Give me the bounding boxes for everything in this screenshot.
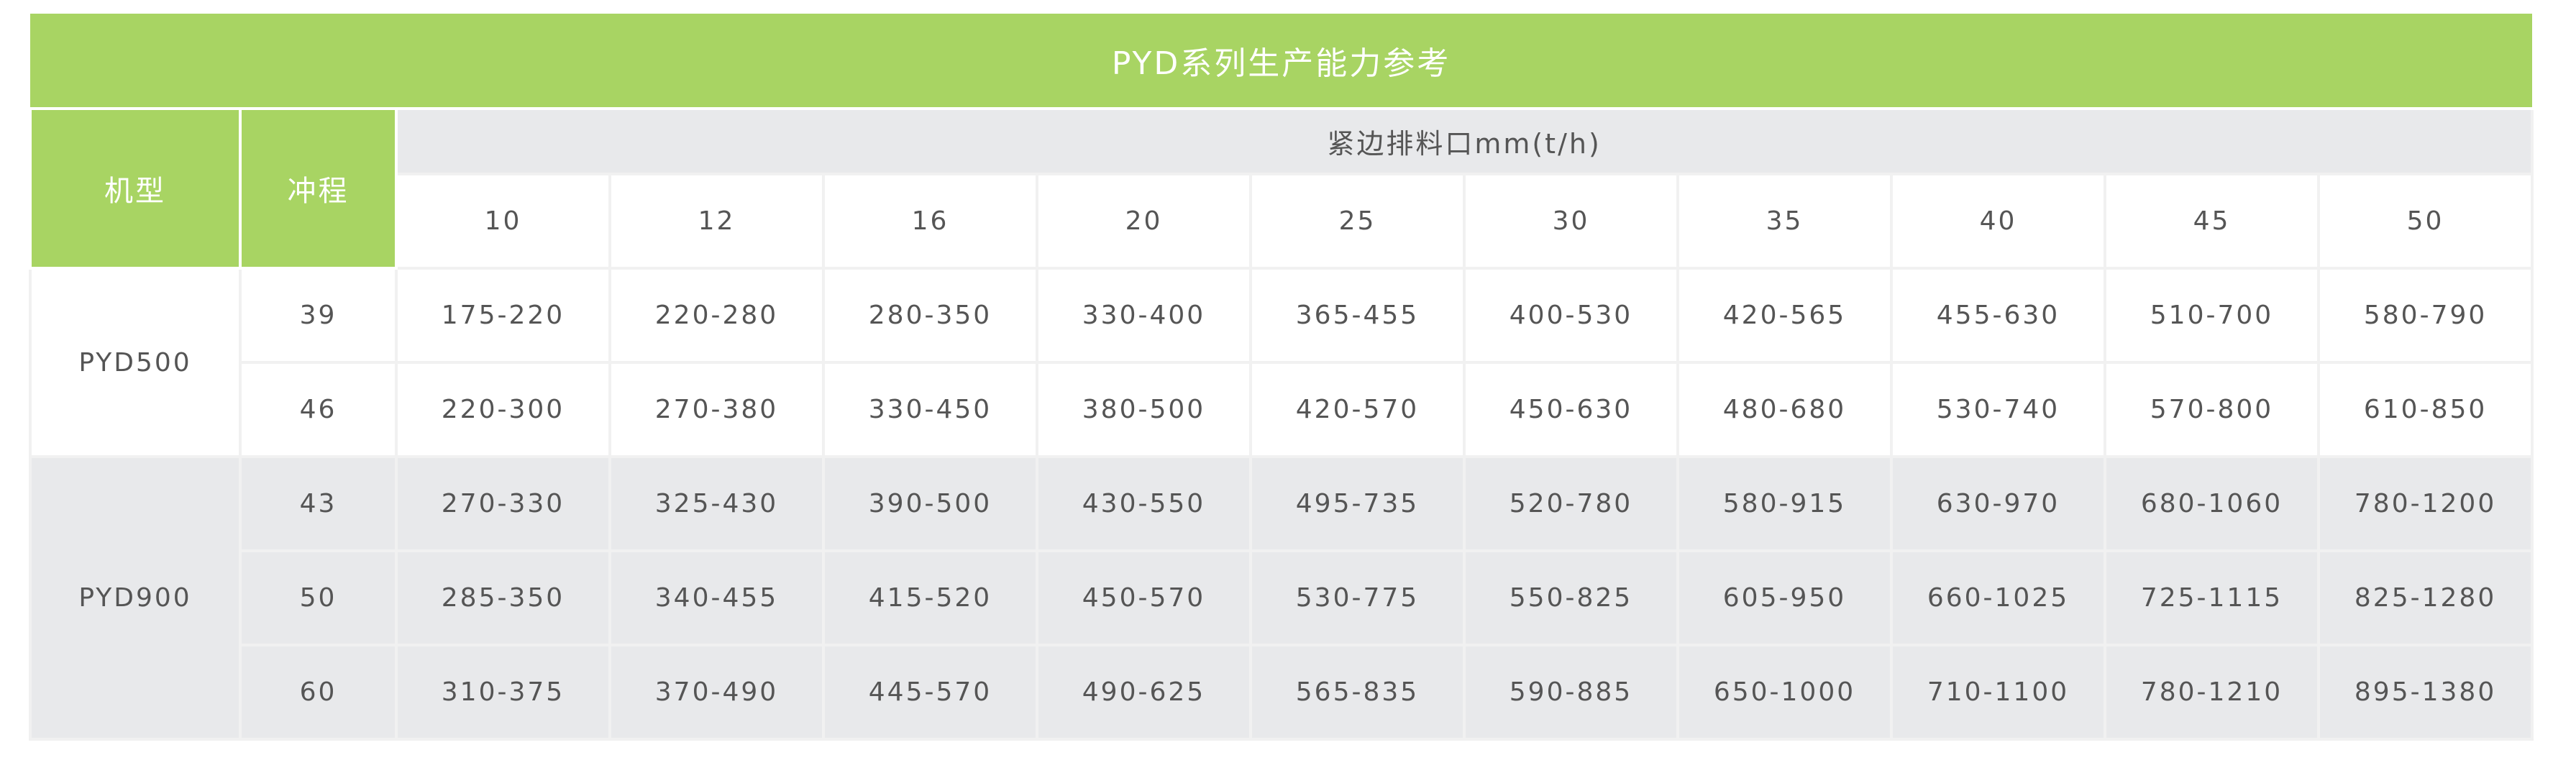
capacity-cell: 420-565 xyxy=(1676,267,1893,364)
header-model: 机型 xyxy=(29,107,242,270)
table-row: PYD900 43 270-330 325-430 390-500 430-550 495-… xyxy=(29,455,2534,741)
capacity-cell: 430-550 xyxy=(1036,455,1252,552)
header-stroke: 冲程 xyxy=(239,107,398,270)
capacity-cell: 420-570 xyxy=(1249,361,1466,458)
capacity-cell: 400-530 xyxy=(1463,267,1679,364)
capacity-cell: 380-500 xyxy=(1036,361,1252,458)
capacity-cell: 610-850 xyxy=(2316,361,2534,458)
capacity-cell: 580-915 xyxy=(1676,455,1893,552)
size-header-cell: 12 xyxy=(608,173,825,270)
model-cell: PYD500 xyxy=(29,267,242,458)
size-header-row: 10 12 16 20 25 30 35 40 45 50 xyxy=(30,173,2534,270)
capacity-cell: 390-500 xyxy=(822,455,1038,552)
stroke-cell: 46 xyxy=(239,361,398,458)
size-header-cell: 35 xyxy=(1676,173,1893,270)
capacity-cell: 340-455 xyxy=(608,549,825,646)
capacity-cell: 530-775 xyxy=(1249,549,1466,646)
capacity-cell: 220-300 xyxy=(395,361,611,458)
capacity-cell: 330-450 xyxy=(822,361,1038,458)
capacity-cell: 445-570 xyxy=(822,644,1038,741)
capacity-cell: 270-330 xyxy=(395,455,611,552)
table-row: 46 220-300 270-380 330-450 380-500 420-570 450… xyxy=(30,361,2534,458)
capacity-cell: 550-825 xyxy=(1463,549,1679,646)
capacity-cell: 415-520 xyxy=(822,549,1038,646)
capacity-cell: 370-490 xyxy=(608,644,825,741)
capacity-cell: 580-790 xyxy=(2316,267,2534,364)
stroke-cell: 43 xyxy=(239,455,398,552)
table-row: 60 310-375 370-490 445-570 490-625 565-835 590… xyxy=(30,644,2534,741)
capacity-cell: 365-455 xyxy=(1249,267,1466,364)
size-header-cell: 50 xyxy=(2316,173,2534,270)
capacity-cell: 490-625 xyxy=(1036,644,1252,741)
capacity-cell: 590-885 xyxy=(1463,644,1679,741)
capacity-cell: 660-1025 xyxy=(1890,549,2106,646)
capacity-cell: 450-570 xyxy=(1036,549,1252,646)
capacity-cell: 520-780 xyxy=(1463,455,1679,552)
capacity-cell: 325-430 xyxy=(608,455,825,552)
table-title: PYD系列生产能力参考 xyxy=(30,14,2533,110)
header-discharge-opening: 紧边排料口mm(t/h) xyxy=(394,107,2534,175)
capacity-cell: 780-1200 xyxy=(2316,455,2534,552)
capacity-cell: 650-1000 xyxy=(1676,644,1893,741)
capacity-table: PYD系列生产能力参考 机型 冲程 紧边排料口mm(t/h) 10 12 16 20 2… xyxy=(29,14,2534,741)
capacity-cell: 725-1115 xyxy=(2104,549,2320,646)
table-row: PYD500 39 175-220 220-280 280-350 330-400 365-… xyxy=(29,267,2534,458)
capacity-cell: 270-380 xyxy=(608,361,825,458)
capacity-cell: 330-400 xyxy=(1036,267,1252,364)
capacity-cell: 220-280 xyxy=(608,267,825,364)
capacity-cell: 825-1280 xyxy=(2316,549,2534,646)
size-header-cell: 10 xyxy=(395,173,611,270)
capacity-cell: 285-350 xyxy=(395,549,611,646)
size-header-cell: 40 xyxy=(1890,173,2106,270)
capacity-cell: 565-835 xyxy=(1249,644,1466,741)
model-cell: PYD900 xyxy=(29,455,242,741)
stroke-cell: 50 xyxy=(239,549,398,646)
capacity-cell: 310-375 xyxy=(395,644,611,741)
capacity-cell: 605-950 xyxy=(1676,549,1893,646)
stroke-cell: 39 xyxy=(239,267,398,364)
capacity-cell: 895-1380 xyxy=(2316,644,2534,741)
capacity-cell: 530-740 xyxy=(1890,361,2106,458)
size-header-cell: 45 xyxy=(2104,173,2320,270)
capacity-cell: 280-350 xyxy=(822,267,1038,364)
capacity-cell: 510-700 xyxy=(2104,267,2320,364)
capacity-cell: 680-1060 xyxy=(2104,455,2320,552)
capacity-cell: 175-220 xyxy=(395,267,611,364)
table-row: 50 285-350 340-455 415-520 450-570 530-775 550… xyxy=(30,549,2534,646)
size-header-cell: 30 xyxy=(1463,173,1679,270)
capacity-cell: 450-630 xyxy=(1463,361,1679,458)
capacity-cell: 710-1100 xyxy=(1890,644,2106,741)
stroke-cell: 60 xyxy=(239,644,398,741)
size-header-cell: 16 xyxy=(822,173,1038,270)
capacity-cell: 480-680 xyxy=(1676,361,1893,458)
capacity-cell: 630-970 xyxy=(1890,455,2106,552)
size-header-cell: 20 xyxy=(1036,173,1252,270)
capacity-cell: 455-630 xyxy=(1890,267,2106,364)
capacity-cell: 780-1210 xyxy=(2104,644,2320,741)
capacity-cell: 570-800 xyxy=(2104,361,2320,458)
size-header-cell: 25 xyxy=(1249,173,1466,270)
capacity-cell: 495-735 xyxy=(1249,455,1466,552)
